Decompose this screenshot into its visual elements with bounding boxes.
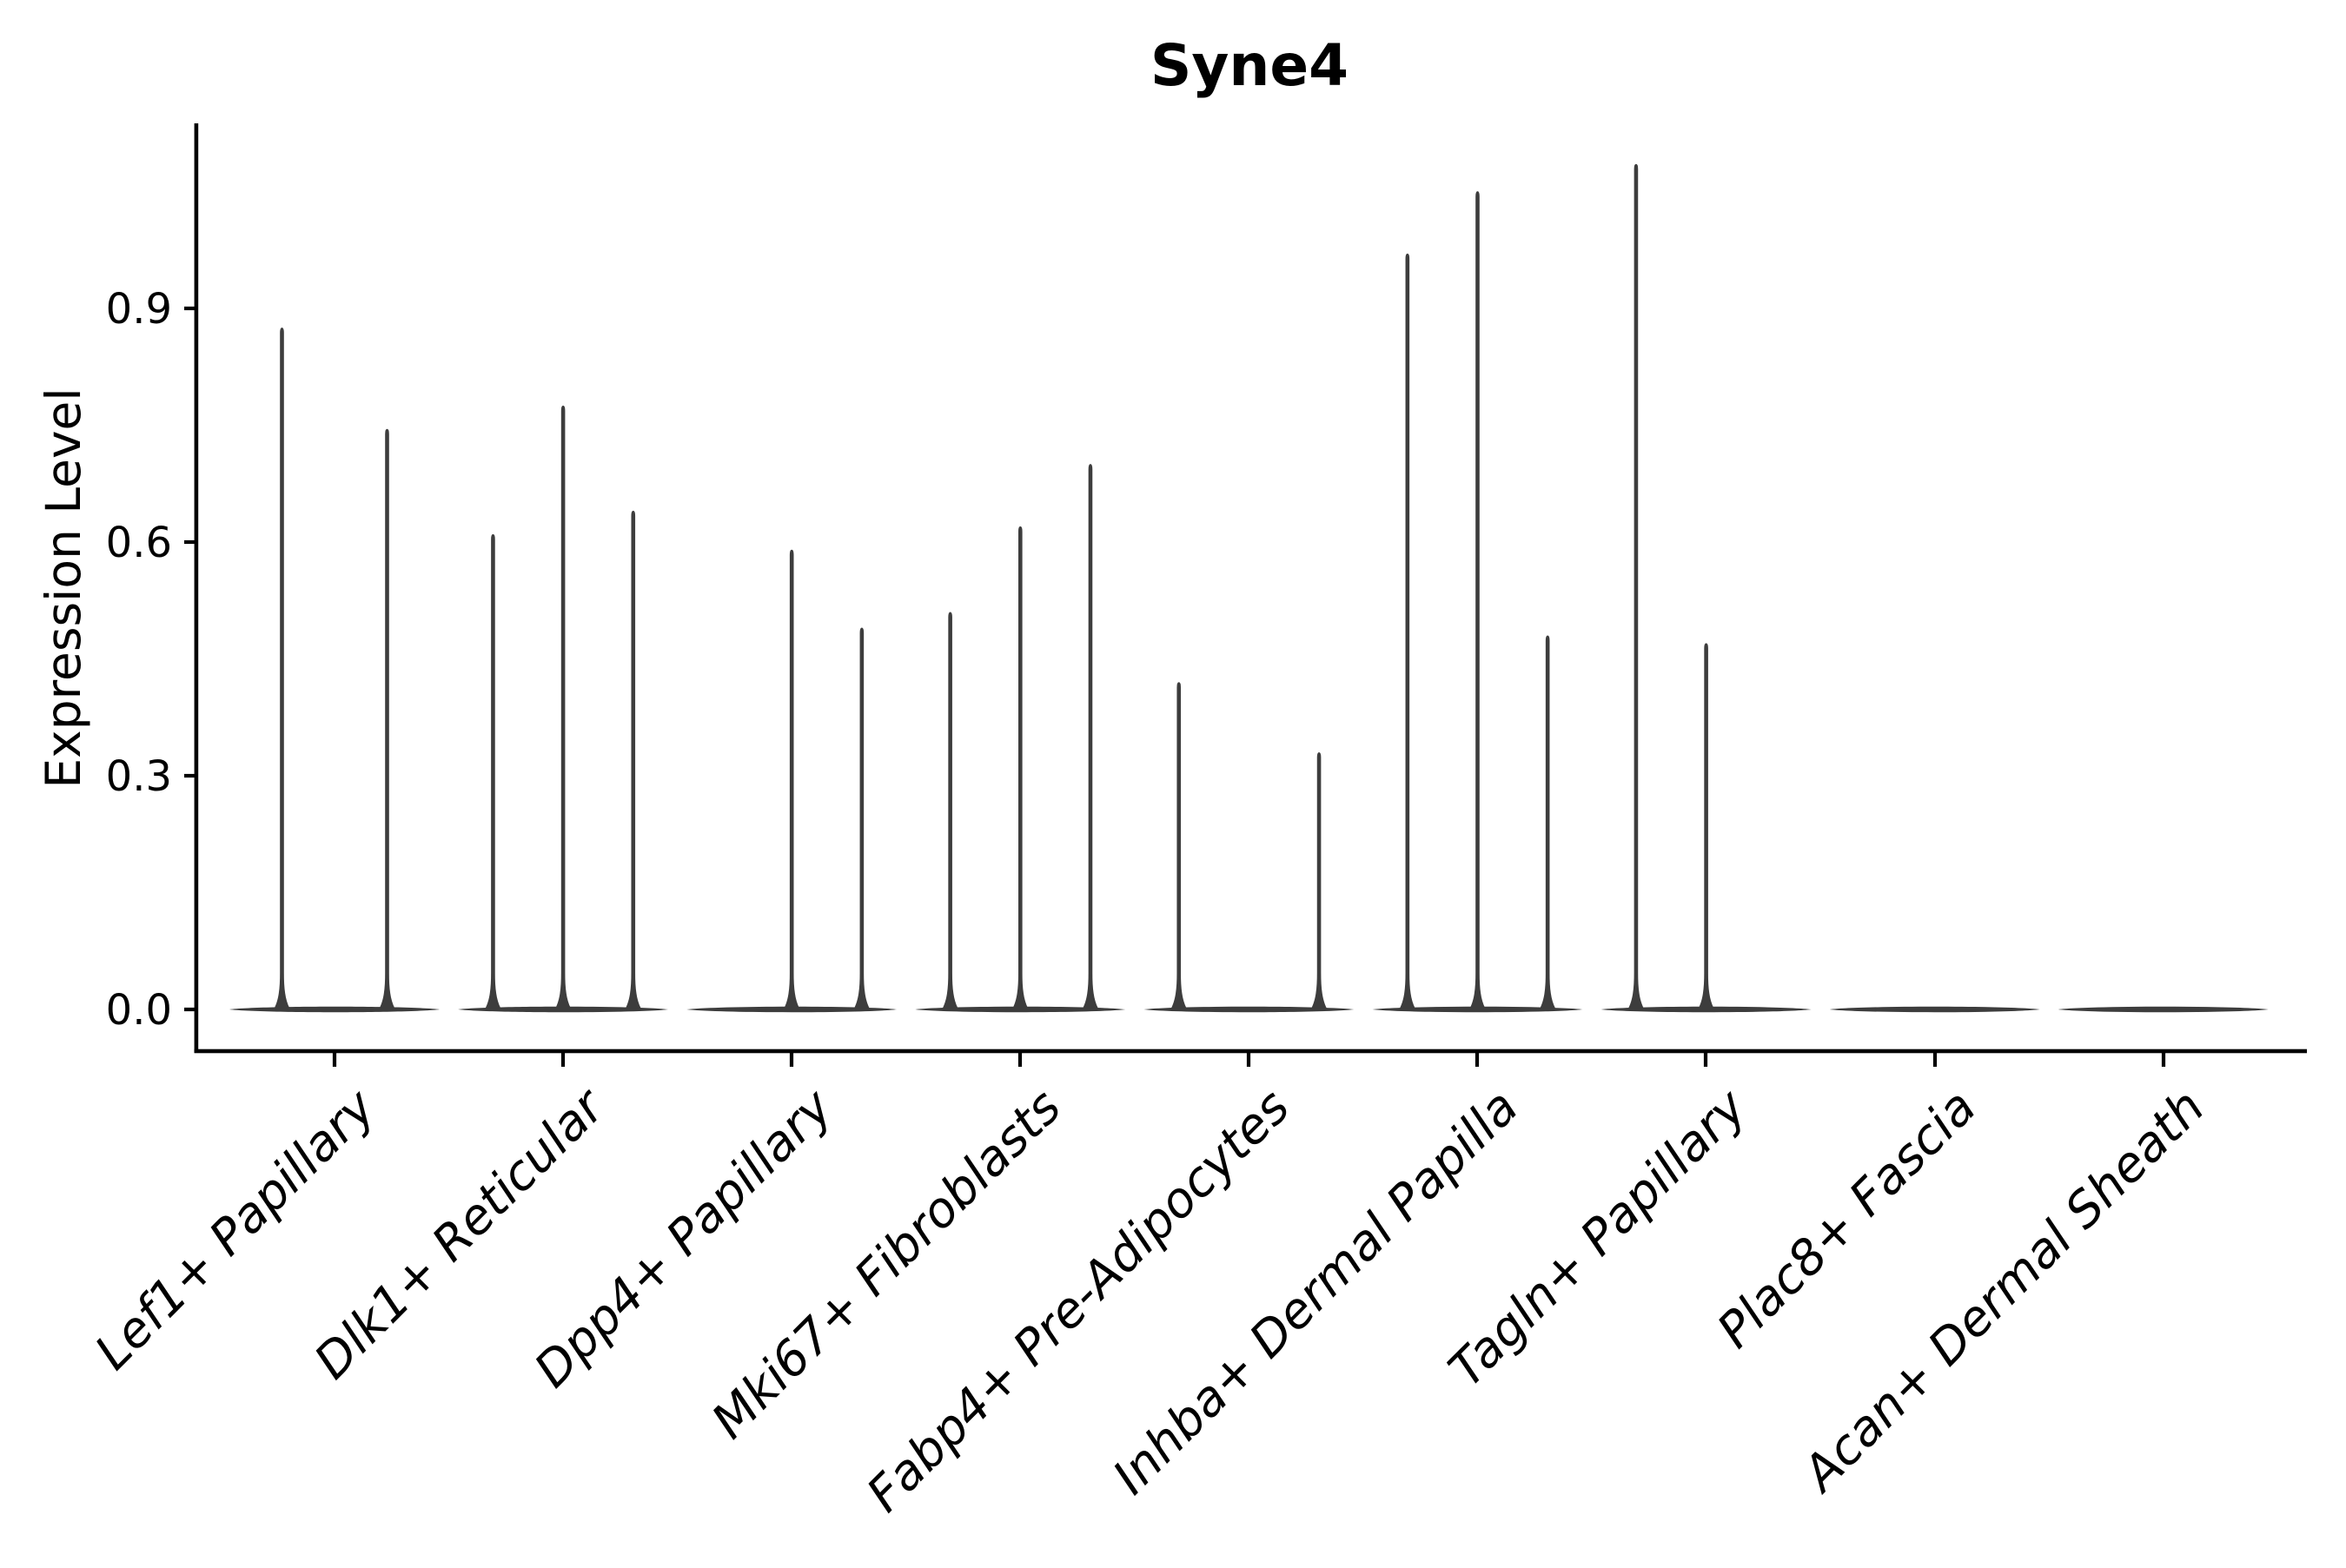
violin-spike [485,533,501,1009]
violin-spike [853,627,870,1009]
violin-body [229,1006,440,1013]
violin-spike [1698,643,1714,1009]
violin-spike [1082,464,1098,1009]
violin-body [1143,1006,1355,1013]
violin-spike [942,612,958,1009]
violin-spike [1170,682,1187,1009]
y-axis-label: Expression Level [36,387,91,788]
y-axis-ticks [184,306,196,1012]
x-axis-tick-labels: Lef1+ Papillary Dlk1+ Reticular Dpp4+ Pa… [84,1077,2216,1523]
violin-spike [274,327,290,1009]
violin-spike [1311,751,1328,1009]
violin-body [1829,1006,2040,1013]
violins-layer [229,163,2269,1013]
y-tick-label: 0.6 [106,519,172,567]
violin-spike [379,428,395,1009]
violin-spike [555,405,572,1009]
violin-spike [784,549,800,1009]
violin-body [458,1006,669,1013]
violin-spike [1540,635,1556,1009]
x-tick-label: Inhba+ Dermal Papilla [1103,1079,1529,1505]
violin-body [2058,1006,2269,1013]
violin-body [1372,1006,1583,1013]
x-tick-label: Fabp4+ Pre-Adipocytes [857,1079,1301,1523]
violin-spike [1469,191,1486,1009]
violin-body [686,1006,898,1013]
x-axis-ticks [332,1053,2166,1067]
violin-spike [1012,526,1029,1009]
chart-title: Syne4 [1150,32,1349,99]
violin-body [1600,1006,1812,1013]
violin-spike [1627,163,1644,1009]
violin-body [915,1006,1126,1013]
y-axis-tick-labels: 0.0 0.3 0.6 0.9 [106,285,172,1035]
violin-spike [625,510,641,1009]
x-tick-label: Acan+ Dermal Sheath [1791,1079,2216,1504]
bottom-axis-spine [194,1049,2307,1054]
y-tick-label: 0.3 [106,752,172,801]
y-tick-label: 0.9 [106,285,172,334]
violin-spike [1399,253,1415,1009]
y-tick-label: 0.0 [106,986,172,1035]
left-axis-spine [194,123,199,1053]
